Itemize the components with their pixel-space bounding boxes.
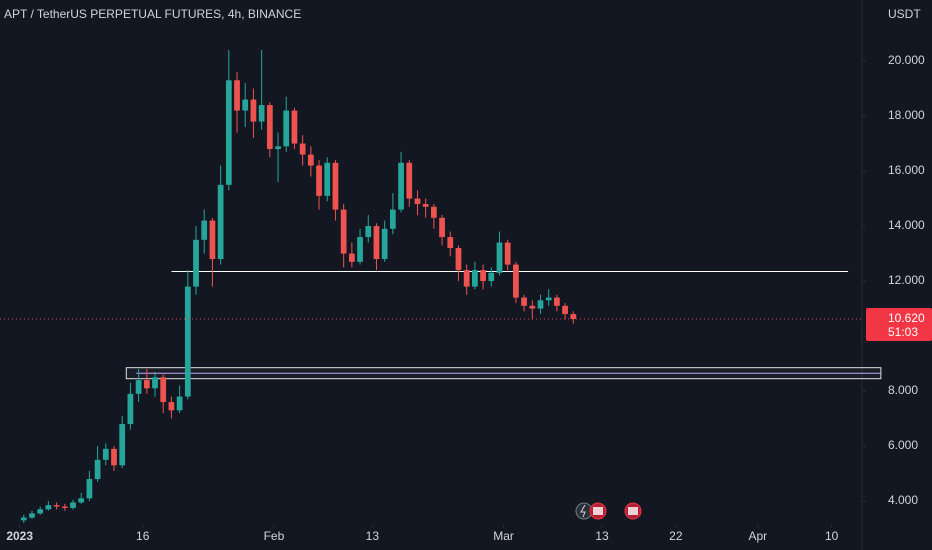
candle-body xyxy=(398,162,404,210)
candle-body xyxy=(570,314,577,320)
candle-body xyxy=(193,239,199,287)
x-tick-label: Apr xyxy=(748,529,767,543)
candle-body xyxy=(373,226,380,260)
y-tick-label: 14.000 xyxy=(888,218,925,232)
candle-body xyxy=(463,270,470,287)
candle-body xyxy=(266,105,273,150)
candle-body xyxy=(504,242,511,265)
candle-body xyxy=(160,377,167,403)
candle-body xyxy=(340,209,347,254)
candle-body xyxy=(299,143,306,155)
candle-body xyxy=(37,509,44,514)
candle-body xyxy=(94,459,101,480)
candle-body xyxy=(135,380,142,394)
y-tick-label: 8.000 xyxy=(888,383,918,397)
y-tick-label: 12.000 xyxy=(888,273,925,287)
x-tick-label: 10 xyxy=(825,529,839,543)
candle-body xyxy=(201,220,208,240)
candle-body xyxy=(20,517,27,521)
candle-body xyxy=(86,479,93,499)
candle-body xyxy=(488,272,495,282)
candle-body xyxy=(431,206,437,218)
candle-body xyxy=(537,300,544,309)
candle-body xyxy=(365,226,372,238)
candle-body xyxy=(102,448,109,460)
y-tick-label: 6.000 xyxy=(888,438,918,452)
candle-body xyxy=(316,165,322,196)
candle-body xyxy=(562,305,568,315)
y-tick-label: 20.000 xyxy=(888,53,925,67)
candle-body xyxy=(406,162,413,199)
candle-body xyxy=(545,297,552,301)
candle-body xyxy=(480,270,486,282)
flag-stripes xyxy=(628,507,638,515)
candle-body xyxy=(472,270,478,287)
candle-body xyxy=(529,305,536,309)
candle-body xyxy=(234,80,240,111)
candle-body xyxy=(250,99,257,122)
candle-body xyxy=(447,237,454,249)
last-price-label: 10.620 xyxy=(888,311,925,325)
candle-body xyxy=(496,242,503,273)
candle-body xyxy=(168,402,175,411)
candle-body xyxy=(70,502,76,508)
candle-body xyxy=(217,184,224,260)
candle-body xyxy=(45,505,52,510)
candle-body xyxy=(283,110,290,147)
candle-body xyxy=(389,209,396,229)
candle-body xyxy=(348,253,355,262)
candle-body xyxy=(258,105,265,122)
chart-title: APT / TetherUS PERPETUAL FUTURES, 4h, BI… xyxy=(4,7,301,21)
candle-body xyxy=(78,498,85,503)
candle-body xyxy=(111,448,117,466)
x-tick-label: Feb xyxy=(264,529,285,543)
candle-body xyxy=(29,513,35,518)
x-tick-label: 22 xyxy=(669,529,683,543)
candle-body xyxy=(152,377,158,389)
candle-body xyxy=(307,154,314,166)
candle-body xyxy=(225,80,232,185)
candle-body xyxy=(119,424,126,466)
y-axis-unit: USDT xyxy=(888,7,921,21)
y-tick-label: 4.000 xyxy=(888,493,918,507)
candle-body xyxy=(143,380,150,389)
x-tick-label: 16 xyxy=(136,529,150,543)
candle-body xyxy=(184,286,191,397)
candle-body xyxy=(275,146,281,150)
flag-stripes xyxy=(593,507,603,515)
candle-body xyxy=(381,228,388,260)
candle-body xyxy=(357,237,363,262)
candle-body xyxy=(513,264,519,298)
lightning-icon xyxy=(580,504,586,518)
candle-body xyxy=(414,198,421,205)
x-tick-label: 2023 xyxy=(6,529,33,543)
candle-body xyxy=(291,110,298,144)
x-tick-label: 13 xyxy=(595,529,609,543)
candle-body xyxy=(176,396,183,411)
candle-body xyxy=(332,162,339,210)
candle-body xyxy=(209,220,216,260)
y-tick-label: 18.000 xyxy=(888,108,925,122)
candle-body xyxy=(242,99,249,111)
candle-body xyxy=(455,248,462,271)
x-tick-label: 13 xyxy=(366,529,380,543)
candle-body xyxy=(439,217,445,238)
candle-body xyxy=(554,297,560,306)
candle-body xyxy=(521,297,527,306)
x-tick-label: Mar xyxy=(493,529,514,543)
last-price-box xyxy=(866,308,932,342)
countdown-label: 51:03 xyxy=(888,325,918,339)
candle-body xyxy=(53,505,60,507)
indicator-icons xyxy=(575,502,642,520)
candle-body xyxy=(127,393,134,425)
y-tick-label: 16.000 xyxy=(888,163,925,177)
candle-body xyxy=(422,204,429,207)
candle-body xyxy=(61,506,68,508)
candle-body xyxy=(324,162,331,196)
